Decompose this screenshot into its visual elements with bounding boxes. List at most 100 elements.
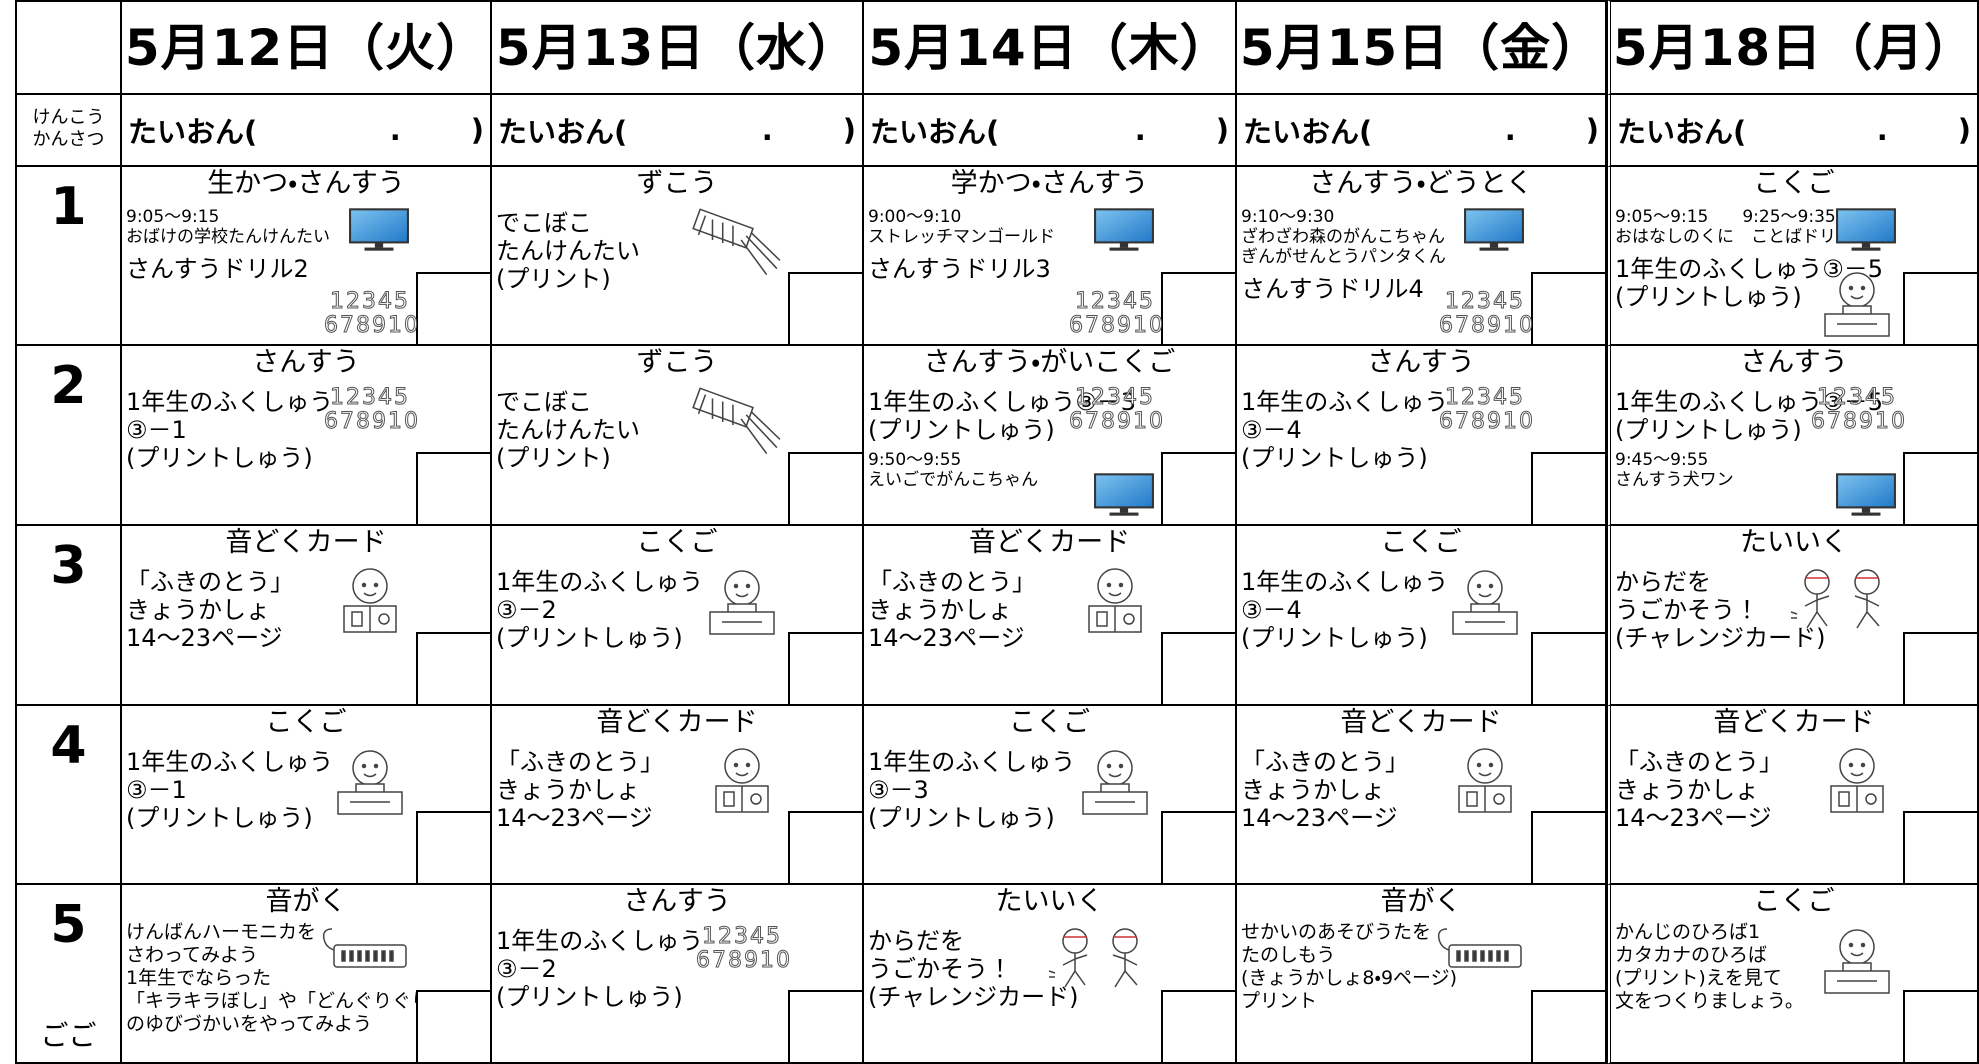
kid-icon — [330, 746, 410, 816]
text-line: (プリントしゅう) — [496, 624, 683, 652]
icons: 12345 678910 — [1069, 207, 1164, 338]
text-line: カタカナのひろば — [1615, 944, 1768, 966]
text-line: 1年生のふくしゅう — [126, 388, 334, 416]
icons — [702, 566, 782, 698]
text-line: 1年生でならった — [126, 967, 272, 989]
box — [1903, 811, 1977, 883]
box — [1161, 811, 1235, 883]
day-header: 5月13日（水） — [492, 0, 864, 95]
number-art-line: 678910 — [1811, 409, 1907, 434]
melodica-icon — [1435, 925, 1525, 975]
lesson-cell: 12345 678910 さんすう 1年生のふくしゅう ③－4 (プリントしゅう) — [1237, 346, 1607, 526]
cell-body: 1年生のふくしゅう③－3 (プリントしゅう) 9:50〜9:55 えいごでがんこちゃん — [864, 388, 1235, 490]
lesson-cell: こくご 1年生のふくしゅう ③－1 (プリントしゅう) — [122, 706, 492, 885]
temperature-text: . — [761, 113, 773, 147]
icons — [1445, 746, 1525, 877]
icons: 12345 678910 — [324, 385, 419, 518]
monitor-icon — [1093, 207, 1155, 253]
text-line: 9:05〜9:15 — [126, 207, 220, 227]
cell-body: 1年生のふくしゅう ③－1 (プリントしゅう) — [122, 388, 490, 472]
icons: 12345 678910 — [324, 207, 419, 338]
cell-body: 9:05〜9:15 おばけの学校たんけんたい さんすうドリル2 — [122, 207, 490, 283]
cell-body: けんばんハーモニカを さわってみよう 1年生でならった 「キラキラぼし」や「どんぐりぐ… — [122, 921, 490, 1036]
text-line: (プリント)えを見て — [1615, 967, 1782, 989]
subject: こくご — [1380, 527, 1462, 558]
lesson-cell: 12345 678910 学かつ・さんすう 9:00〜9:10 ストレッチマンゴールドさ… — [864, 167, 1237, 346]
text-line: 「ふきのとう」 — [1615, 748, 1783, 776]
temperature-text: ) — [1585, 113, 1599, 147]
number-art: 12345 678910 — [1811, 385, 1906, 434]
corner-cell — [15, 0, 122, 95]
cell-body: せかいのあそびうたを たのしもう (きょうかしょ8・9ページ) プリント — [1237, 921, 1605, 1013]
melodica-icon — [320, 925, 410, 975]
cell-body: 「ふきのとう」 きょうかしょ 14〜23ページ — [122, 568, 490, 652]
text-block: 9:50〜9:55 えいごでがんこちゃん — [868, 450, 1235, 490]
text-block: 1年生のふくしゅう③－3(プリントしゅう) — [868, 388, 1235, 444]
text-block: 1年生のふくしゅう③－5 (プリントしゅう) — [1615, 255, 1977, 311]
temperature-text: . — [1134, 113, 1146, 147]
text-block: でこぼこ たんけんたい (プリント) — [496, 388, 862, 472]
health-check-line: かんさつ — [32, 129, 105, 150]
cell-body: 「ふきのとう」 きょうかしょ 14〜23ページ — [1237, 748, 1605, 832]
period-cell: 4 — [15, 706, 122, 885]
text-block: からだを うごかそう！ (チャレンジカード) — [1615, 568, 1977, 652]
icons: 12345 678910 — [1439, 207, 1534, 338]
text-line: ざわざわ森のがんこちゃん — [1241, 227, 1445, 247]
cell-body: 9:10〜9:30 ざわざわ森のがんこちゃん ぎんがせんとうパンタくん さんすうドリル… — [1237, 207, 1605, 303]
temperature-cell: たいおん(.) — [122, 95, 492, 167]
text-block: 「ふきのとう」 きょうかしょ 14〜23ページ — [126, 568, 490, 652]
icons — [690, 207, 782, 338]
subject: 音どくカード — [225, 527, 387, 558]
text-line: ③－3 — [868, 776, 929, 804]
text-line: (プリントしゅう) — [1241, 444, 1428, 472]
text-block: 「ふきのとう」 きょうかしょ 14〜23ページ — [496, 748, 862, 832]
icons — [1817, 746, 1897, 877]
box — [416, 272, 490, 344]
text-line: 「キラキラぼし」や「どんぐりぐり」 — [126, 990, 450, 1012]
cell-body: 1年生のふくしゅう ③－4 (プリントしゅう) — [1237, 388, 1605, 472]
period-cell: 5 ごご — [15, 885, 122, 1064]
subject: こくご — [1753, 886, 1835, 917]
cell-body: 1年生のふくしゅう ③－3 (プリントしゅう) — [864, 748, 1235, 832]
cell-body: 9:00〜9:10 ストレッチマンゴールドさんすうドリル3 — [864, 207, 1235, 283]
number-art-line: 12345 — [330, 385, 410, 410]
icons — [1817, 207, 1897, 338]
box — [1531, 632, 1605, 704]
cell-body: 「ふきのとう」 きょうかしょ 14〜23ページ — [864, 568, 1235, 652]
number-art: 12345 678910 — [1069, 385, 1164, 434]
kid-icon — [702, 566, 782, 636]
box — [416, 990, 490, 1062]
text-line: きょうかしょ — [1241, 776, 1385, 804]
text-line: さわってみよう — [126, 944, 259, 966]
text-line: きょうかしょ — [868, 596, 1012, 624]
box — [416, 632, 490, 704]
lesson-cell: 音がく せかいのあそびうたを たのしもう (きょうかしょ8・9ページ) プリント — [1237, 885, 1607, 1064]
text-line: 「ふきのとう」 — [1241, 748, 1409, 776]
cell-body: でこぼこ たんけんたい (プリント) — [492, 388, 862, 472]
box — [416, 452, 490, 524]
text-line: でこぼこ — [496, 209, 592, 237]
text-block: さんすうドリル3 — [868, 255, 1235, 283]
temperature-text: . — [1504, 113, 1516, 147]
text-line: 「ふきのとう」 — [126, 568, 294, 596]
box — [1531, 272, 1605, 344]
lesson-cell: 12345 678910 さんすう・がいこくご 1年生のふくしゅう③－3 (プリントしゅ… — [864, 346, 1237, 526]
text-block: 9:00〜9:10 ストレッチマンゴールド — [868, 207, 1235, 247]
cell-body: 1年生のふくしゅう ③－1 (プリントしゅう) — [122, 748, 490, 832]
subject: さんすう — [623, 886, 731, 917]
box — [1161, 272, 1235, 344]
text-block: 1年生のふくしゅう ③－1 (プリントしゅう) — [126, 388, 490, 472]
lesson-cell: ずこう でこぼこ たんけんたい (プリント) — [492, 167, 864, 346]
monitor-icon — [348, 207, 410, 253]
text-block: 1年生のふくしゅう ③－2 (プリントしゅう) — [496, 568, 862, 652]
lesson-cell: こくご 1年生のふくしゅう ③－2 (プリントしゅう) — [492, 526, 864, 706]
day-header: 5月18日（月） — [1607, 0, 1979, 95]
text-line: プリント — [1241, 990, 1318, 1012]
icons: 12345 678910 — [696, 924, 791, 1056]
cell-body: 1年生のふくしゅう ③－4 (プリントしゅう) — [1237, 568, 1605, 652]
text-line: 1年生のふくしゅう — [126, 748, 334, 776]
number-art: 12345 678910 — [1439, 385, 1534, 434]
text-line: 「ふきのとう」 — [496, 748, 664, 776]
period-number: 3 — [50, 536, 87, 596]
temperature-text: たいおん( — [498, 115, 628, 149]
